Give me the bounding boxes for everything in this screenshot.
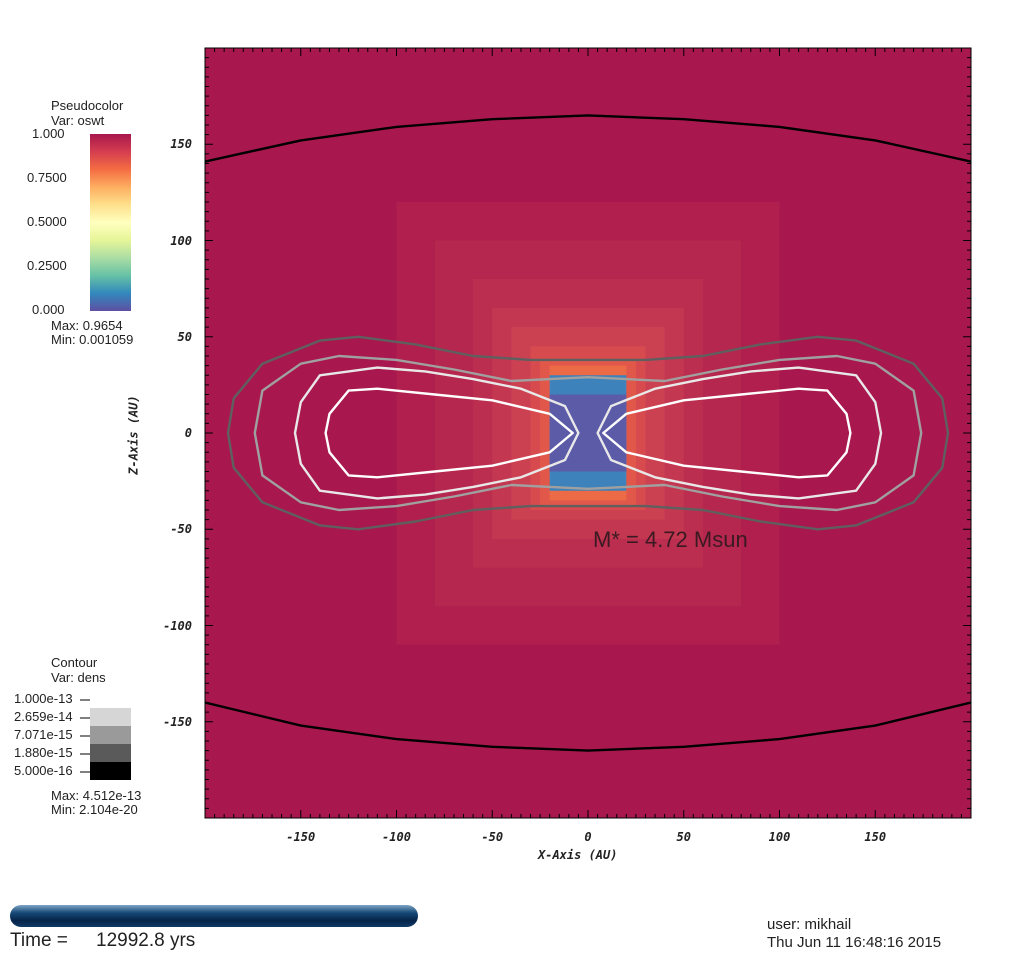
heat-cell <box>549 394 627 472</box>
contour-level: 1.880e-15 <box>14 745 73 760</box>
heatmap-layer <box>205 48 971 818</box>
y-tick-label: 150 <box>170 137 192 152</box>
y-tick-label: -150 <box>163 714 192 729</box>
date-label: Thu Jun 11 16:48:16 2015 <box>767 934 942 951</box>
axis-ticks <box>204 47 972 819</box>
pseudocolor-max: Max: 0.9654 <box>51 318 123 333</box>
density-contour <box>293 366 580 500</box>
x-tick-label: 0 <box>584 830 592 844</box>
density-contour <box>205 701 971 752</box>
contour-swatch <box>90 762 131 780</box>
density-contour <box>253 354 923 512</box>
x-tick-label: -150 <box>286 830 316 844</box>
mass-annotation: M* = 4.72 Msun <box>593 527 748 552</box>
x-axis-label: X-Axis (AU) <box>538 848 618 862</box>
pseudocolor-tick: 1.000 <box>32 126 65 141</box>
contour-legend-title: Contour <box>51 655 98 670</box>
x-tick-label: 150 <box>864 830 887 844</box>
contour-legend-swatches <box>80 699 131 780</box>
density-contour <box>602 387 852 479</box>
pseudocolor-legend-var: Var: oswt <box>51 113 105 128</box>
time-progress-bar <box>10 905 418 927</box>
contour-level: 5.000e-16 <box>14 763 73 778</box>
y-tick-label: 100 <box>170 233 192 248</box>
density-contour <box>205 114 971 163</box>
pseudocolor-tick: 0.2500 <box>27 258 67 273</box>
x-tick-label: -100 <box>382 830 411 844</box>
density-contour <box>226 335 950 531</box>
contour-level: 1.000e-13 <box>14 691 73 706</box>
time-value: 12992.8 yrs <box>96 930 196 951</box>
x-tick-label: 50 <box>676 830 691 844</box>
y-tick-label: -50 <box>170 522 192 537</box>
user-label: user: mikhail <box>767 916 852 933</box>
contour-swatch <box>90 708 131 726</box>
contour-layer <box>205 114 971 752</box>
pseudocolor-min: Min: 0.001059 <box>51 332 134 347</box>
contour-level: 2.659e-14 <box>14 709 73 724</box>
y-tick-label: 50 <box>177 329 192 344</box>
x-tick-label: -50 <box>481 830 504 844</box>
y-tick-label: -100 <box>163 618 192 633</box>
contour-swatch <box>90 726 131 744</box>
x-tick-label: 100 <box>768 830 791 844</box>
contour-swatch <box>90 744 131 762</box>
pseudocolor-tick: 0.5000 <box>27 214 67 229</box>
y-axis-label: Z-Axis (AU) <box>126 395 141 475</box>
contour-level: 7.071e-15 <box>14 727 73 742</box>
density-contour <box>596 366 883 500</box>
contour-min: Min: 2.104e-20 <box>51 802 138 817</box>
contour-max: Max: 4.512e-13 <box>51 788 142 803</box>
time-label: Time = <box>10 930 68 951</box>
density-contour <box>324 387 574 479</box>
pseudocolor-legend-title: Pseudocolor <box>51 98 124 113</box>
contour-legend-var: Var: dens <box>51 670 106 685</box>
pseudocolor-bar <box>90 134 131 311</box>
pseudocolor-tick: 0.000 <box>32 302 65 317</box>
pseudocolor-tick: 0.7500 <box>27 170 67 185</box>
y-tick-label: 0 <box>184 426 192 440</box>
